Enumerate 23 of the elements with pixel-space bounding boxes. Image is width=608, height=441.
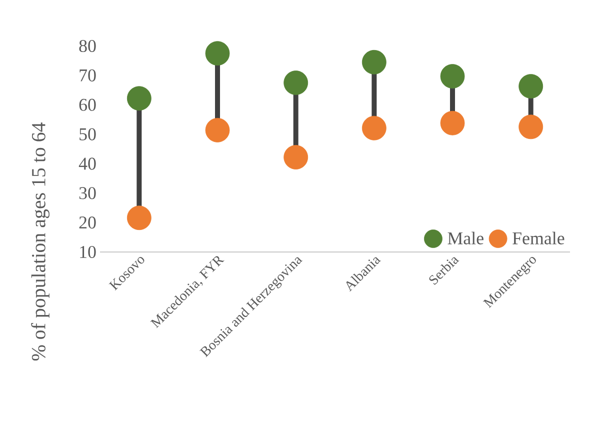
point (284, 70, 308, 95)
point (362, 50, 386, 74)
point (126, 86, 152, 111)
point (205, 118, 230, 142)
y-axis-title: % of population ages 15 to 64 (31, 122, 50, 361)
point (440, 64, 465, 89)
point (284, 145, 308, 170)
y-tick-label: 30 (79, 187, 96, 200)
y-tick-label: 10 (80, 246, 96, 258)
point (518, 114, 544, 140)
point (362, 116, 386, 140)
y-tick-label: 20 (79, 216, 96, 229)
point (205, 41, 230, 66)
point (440, 110, 465, 136)
y-tick-label: 40 (78, 158, 96, 170)
legend-label: Male (448, 232, 484, 244)
point (126, 206, 152, 230)
legend-label: Female (512, 232, 564, 244)
point (518, 74, 544, 99)
y-tick-label: 60 (79, 98, 96, 111)
y-tick-label: 50 (80, 128, 96, 140)
y-tick-label: 70 (80, 69, 96, 82)
y-tick-label: 80 (79, 40, 96, 52)
